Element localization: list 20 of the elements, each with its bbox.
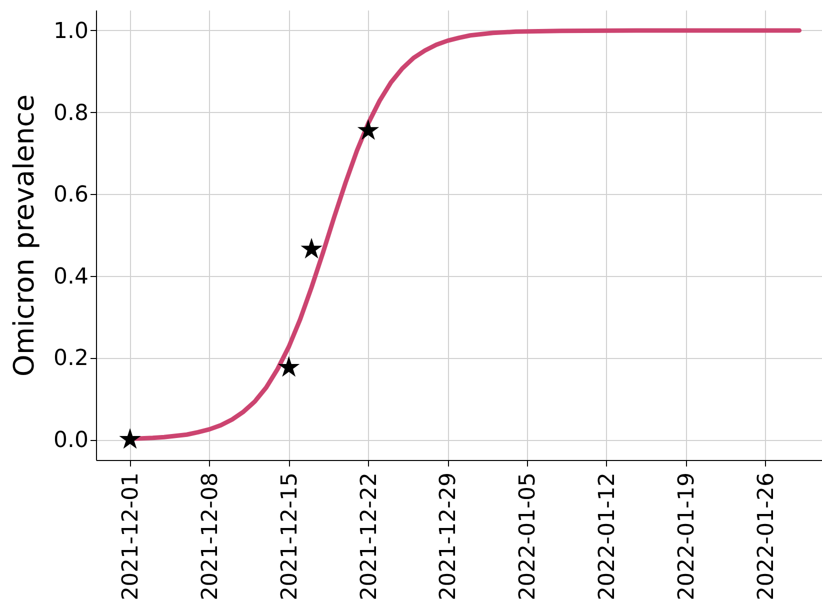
x-tick-label: 2022-01-26 <box>754 472 779 600</box>
y-tick-label: 1.0 <box>54 18 88 44</box>
y-tick-label: 0.6 <box>54 182 88 208</box>
x-tick-label: 2021-12-08 <box>198 472 223 600</box>
y-tick-label: 0.2 <box>54 346 88 372</box>
point <box>278 356 300 377</box>
x-tick-label: 2022-01-12 <box>594 472 620 600</box>
x-tick-label: 2022-01-19 <box>674 472 700 600</box>
x-tick-label: 2022-01-05 <box>516 472 541 600</box>
x-tick-label: 2021-12-15 <box>277 472 302 600</box>
point <box>300 238 322 259</box>
x-tick-label: 2021-12-01 <box>118 472 144 600</box>
point <box>357 119 380 140</box>
y-tick-label: 0.4 <box>54 264 88 290</box>
y-tick-label: 0.0 <box>54 428 88 454</box>
y-tick-label: 0.8 <box>54 100 88 126</box>
x-tick-label: 2021-12-22 <box>356 472 382 600</box>
y-axis-title: Omicron prevalence <box>8 94 41 377</box>
point <box>119 428 141 449</box>
x-tick-label: 2021-12-29 <box>436 472 462 600</box>
